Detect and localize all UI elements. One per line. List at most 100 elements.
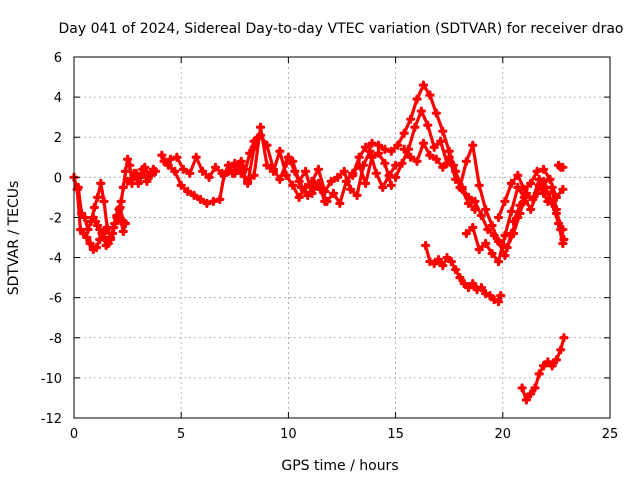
plot-frame xyxy=(73,56,611,419)
data-point xyxy=(468,140,478,150)
data-point xyxy=(463,192,474,202)
data-point xyxy=(283,152,293,162)
data-point xyxy=(500,196,510,206)
data-point xyxy=(140,162,150,172)
data-point xyxy=(249,142,259,152)
data-point xyxy=(513,182,523,192)
data-point xyxy=(360,142,371,152)
series-arc-12 xyxy=(399,138,525,253)
data-point xyxy=(513,170,523,180)
data-point xyxy=(296,182,306,192)
data-point xyxy=(406,152,416,162)
x-tick-label: 10 xyxy=(280,427,297,442)
data-point xyxy=(99,196,109,206)
data-point xyxy=(397,158,407,168)
data-point xyxy=(159,156,169,166)
data-point xyxy=(556,345,566,355)
data-point xyxy=(391,160,401,170)
data-point xyxy=(176,180,186,190)
data-point xyxy=(191,152,201,162)
x-tick-label: 0 xyxy=(70,427,78,442)
data-point xyxy=(463,283,474,293)
data-point xyxy=(461,228,471,239)
data-point xyxy=(386,180,396,190)
data-point xyxy=(406,114,416,124)
data-point xyxy=(457,182,467,192)
data-point xyxy=(418,138,429,148)
series-arc-18 xyxy=(553,160,568,172)
data-point xyxy=(83,224,93,235)
data-point xyxy=(110,218,120,229)
data-point xyxy=(431,154,441,164)
data-point xyxy=(534,369,544,379)
data-point xyxy=(526,204,536,215)
data-point xyxy=(534,180,544,190)
data-point xyxy=(288,180,298,190)
data-point xyxy=(230,158,240,168)
data-point xyxy=(468,222,478,233)
data-point xyxy=(559,333,569,343)
data-point xyxy=(418,80,429,90)
data-point xyxy=(373,140,384,150)
y-axis-title: SDTVAR / TECUs xyxy=(6,181,22,296)
data-point xyxy=(530,383,540,393)
data-point xyxy=(538,188,549,198)
data-point xyxy=(521,395,531,405)
data-point xyxy=(123,154,133,164)
data-point xyxy=(489,230,499,241)
data-point xyxy=(474,244,484,255)
data-point xyxy=(483,224,493,235)
data-point xyxy=(208,196,218,206)
data-point xyxy=(416,106,426,116)
data-point xyxy=(399,144,409,154)
data-point xyxy=(508,216,519,227)
y-tick-label: -2 xyxy=(49,211,62,226)
y-tick-label: -4 xyxy=(49,252,62,267)
series-arc-19 xyxy=(517,333,569,405)
data-point xyxy=(210,162,221,172)
series-arc-9 xyxy=(283,148,396,209)
x-tick-label: 20 xyxy=(495,427,512,442)
data-point xyxy=(85,238,95,249)
axes: 0 5 10 15 20 25 -12 -10 -8 -6 -4 -2 0 2 4 6 xyxy=(41,51,619,442)
data-point xyxy=(326,176,336,186)
data-point xyxy=(429,258,439,269)
data-point xyxy=(80,212,90,223)
y-tick-label: 4 xyxy=(54,91,62,106)
data-point xyxy=(425,150,435,160)
series-arc-17 xyxy=(534,180,569,245)
data-point xyxy=(236,156,246,166)
data-point xyxy=(451,174,461,184)
x-tick-label: 15 xyxy=(387,427,404,442)
data-point xyxy=(500,230,510,241)
data-point xyxy=(73,182,83,192)
data-point xyxy=(315,184,326,194)
data-point xyxy=(290,166,300,176)
data-point xyxy=(438,126,448,136)
data-point xyxy=(433,254,444,265)
data-point xyxy=(131,168,141,178)
data-point xyxy=(399,128,409,138)
data-point xyxy=(328,188,339,198)
x-tick-label: 5 xyxy=(177,427,185,442)
y-tick-label: 2 xyxy=(54,131,62,146)
chart-title: Day 041 of 2024, Sidereal Day-to-day VTE… xyxy=(58,21,623,37)
data-point xyxy=(515,200,525,211)
data-point xyxy=(195,194,206,204)
data-point xyxy=(243,176,253,186)
series-arc-10 xyxy=(348,80,480,215)
data-point xyxy=(367,138,377,148)
data-point xyxy=(476,283,486,293)
data-point xyxy=(249,170,259,180)
data-point xyxy=(125,160,135,170)
data-point xyxy=(508,228,519,239)
data-point xyxy=(551,355,561,365)
data-point xyxy=(558,184,568,194)
data-point xyxy=(551,204,561,215)
data-point xyxy=(438,162,448,172)
data-point xyxy=(526,389,536,399)
data-point xyxy=(373,148,384,158)
data-point xyxy=(493,256,504,267)
data-point xyxy=(378,182,388,192)
